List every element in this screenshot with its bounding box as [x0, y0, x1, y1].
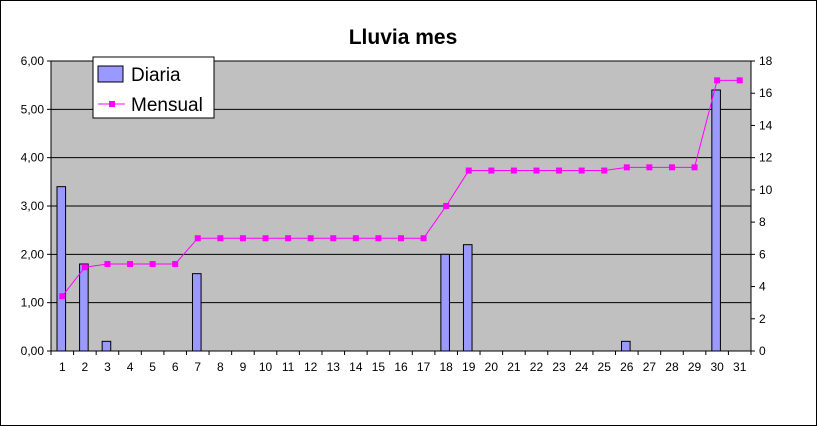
y-right-tick-label: 2 — [759, 312, 766, 326]
bar-diaria — [621, 340, 631, 352]
marker-mensual — [262, 235, 269, 242]
legend-swatch-diaria — [97, 65, 124, 83]
marker-mensual — [330, 235, 337, 242]
x-tick-label: 28 — [665, 360, 679, 374]
x-tick-label: 2 — [82, 360, 89, 374]
marker-mensual — [375, 235, 382, 242]
bar-diaria — [462, 244, 473, 352]
marker-mensual — [398, 235, 404, 242]
y-right-tick-label: 0 — [759, 344, 766, 358]
y-right-tick-label: 18 — [759, 54, 773, 68]
x-tick-label: 4 — [127, 360, 134, 374]
y-left-tick-label: 4,00 — [21, 151, 45, 165]
y-right-tick-label: 16 — [759, 86, 773, 100]
marker-mensual — [285, 235, 292, 242]
y-right-tick-label: 8 — [759, 215, 766, 229]
marker-mensual — [714, 77, 721, 84]
x-tick-label: 24 — [575, 360, 589, 374]
y-left-tick-label: 6,00 — [21, 54, 45, 68]
legend-label-diaria: Diaria — [131, 65, 181, 86]
x-tick-label: 10 — [259, 360, 273, 374]
marker-mensual — [307, 235, 314, 242]
marker-mensual — [623, 164, 630, 171]
marker-mensual — [104, 261, 111, 267]
x-tick-label: 15 — [372, 360, 386, 374]
marker-mensual — [420, 235, 427, 242]
legend-label-mensual: Mensual — [131, 95, 203, 116]
bar-diaria — [440, 253, 450, 352]
marker-mensual — [533, 167, 540, 174]
legend-marker-mensual — [109, 101, 115, 107]
marker-mensual — [172, 261, 179, 267]
y-left-tick-label: 2,00 — [21, 247, 45, 261]
x-tick-label: 14 — [349, 360, 363, 374]
y-left-tick-label: 3,00 — [21, 199, 45, 213]
legend: Diaria Mensual — [92, 56, 215, 119]
y-right-tick-label: 4 — [759, 280, 766, 294]
marker-mensual — [736, 77, 743, 84]
marker-mensual — [668, 164, 675, 171]
x-tick-label: 19 — [462, 360, 476, 374]
chart-title: Lluvia mes — [349, 26, 458, 49]
x-tick-label: 16 — [394, 360, 408, 374]
bar-diaria — [711, 89, 721, 352]
bar-diaria — [191, 273, 202, 352]
marker-mensual — [81, 264, 88, 271]
y-left-tick-label: 5,00 — [21, 102, 45, 116]
bar-diaria — [56, 186, 67, 352]
marker-mensual — [556, 167, 563, 174]
x-tick-label: 9 — [240, 360, 247, 374]
x-tick-label: 29 — [688, 360, 702, 374]
y-right-tick-label: 6 — [759, 247, 766, 261]
y-left-tick-label: 0,00 — [21, 344, 45, 358]
x-tick-label: 3 — [104, 360, 111, 374]
marker-mensual — [465, 167, 472, 174]
x-tick-label: 17 — [417, 360, 431, 374]
x-tick-label: 31 — [733, 360, 747, 374]
x-tick-label: 6 — [172, 360, 179, 374]
x-tick-label: 23 — [552, 360, 566, 374]
marker-mensual — [443, 203, 450, 209]
x-tick-label: 18 — [439, 360, 453, 374]
marker-mensual — [510, 167, 517, 174]
x-tick-label: 8 — [217, 360, 224, 374]
x-tick-label: 22 — [530, 360, 544, 374]
y-left-tick-label: 1,00 — [21, 296, 45, 310]
x-tick-label: 27 — [643, 360, 657, 374]
y-right-tick-label: 14 — [759, 118, 773, 132]
x-tick-label: 7 — [194, 360, 201, 374]
x-tick-label: 20 — [485, 360, 499, 374]
y-right-tick-label: 10 — [759, 183, 773, 197]
marker-mensual — [352, 235, 359, 242]
y-right-tick-label: 12 — [759, 151, 773, 165]
marker-mensual — [488, 167, 495, 174]
x-tick-label: 1 — [59, 360, 66, 374]
x-tick-label: 11 — [282, 360, 295, 374]
x-tick-label: 12 — [304, 360, 318, 374]
marker-mensual — [149, 261, 156, 267]
marker-mensual — [217, 235, 224, 242]
marker-mensual — [691, 164, 698, 171]
marker-mensual — [194, 235, 201, 242]
x-tick-label: 26 — [620, 360, 634, 374]
x-tick-label: 5 — [149, 360, 156, 374]
x-tick-label: 30 — [710, 360, 724, 374]
x-tick-label: 25 — [598, 360, 612, 374]
marker-mensual — [578, 167, 585, 174]
bar-diaria — [101, 340, 112, 352]
x-tick-label: 13 — [327, 360, 341, 374]
marker-mensual — [601, 167, 608, 174]
bar-diaria — [79, 263, 89, 352]
marker-mensual — [59, 293, 66, 300]
marker-mensual — [127, 261, 134, 267]
marker-mensual — [646, 164, 653, 171]
marker-mensual — [239, 235, 246, 242]
x-tick-label: 21 — [507, 360, 521, 374]
